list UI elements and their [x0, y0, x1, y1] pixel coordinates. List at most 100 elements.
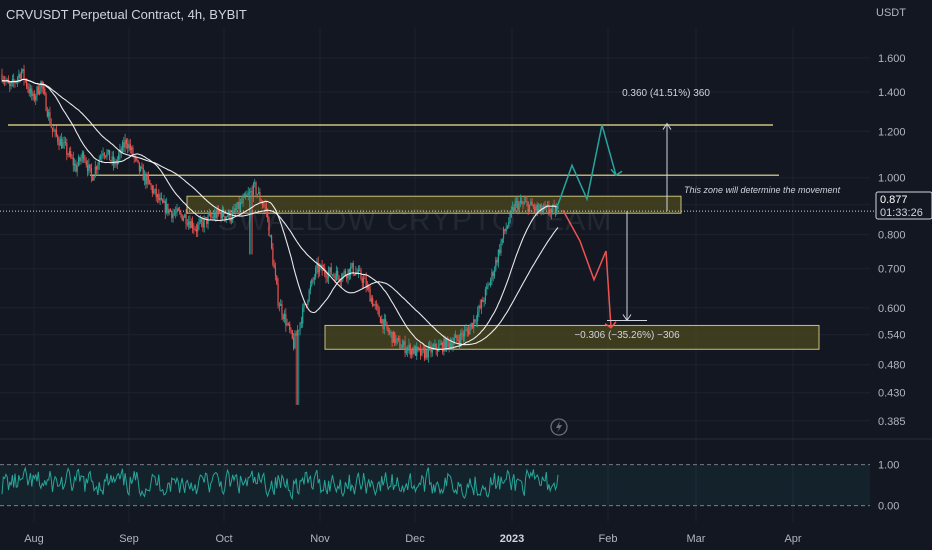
candle-body	[151, 186, 153, 193]
candle-body	[435, 343, 437, 350]
candle-body	[256, 193, 258, 195]
candle-body	[407, 347, 409, 351]
candle-body	[200, 219, 203, 222]
lightning-icon[interactable]	[550, 418, 568, 436]
time-axis[interactable]: Aug Sep Oct Nov Dec 2023 Feb Mar Apr	[24, 533, 802, 545]
candle-body	[57, 135, 59, 142]
candle-body	[72, 157, 74, 166]
candle-body	[239, 202, 242, 210]
candle-body	[189, 221, 191, 228]
candle-body	[372, 298, 374, 307]
candle-body	[260, 200, 262, 203]
candle-body	[46, 110, 48, 117]
candle-body	[465, 329, 467, 331]
candle-body	[64, 141, 67, 144]
candle-body	[79, 157, 81, 162]
candle-body	[105, 155, 107, 157]
candle-body	[70, 151, 72, 157]
candle-body	[357, 269, 360, 274]
candle-body	[300, 322, 302, 324]
candle-body	[470, 323, 472, 328]
candle-body	[500, 242, 502, 253]
candle-body	[431, 346, 433, 353]
up-measure-label: 0.360 (41.51%) 360	[622, 88, 710, 99]
candle-body	[452, 342, 454, 348]
candle-body	[344, 270, 347, 276]
candle-body	[289, 323, 291, 331]
candle-body	[142, 168, 144, 181]
candle-body	[495, 259, 497, 270]
time-tick-label: Apr	[784, 533, 801, 545]
candle-body	[416, 346, 418, 356]
candle-body	[350, 267, 352, 276]
candle-body	[305, 304, 308, 306]
candle-body	[141, 166, 143, 169]
candle-body	[329, 267, 331, 272]
candle-body	[269, 235, 271, 237]
candle-body	[115, 161, 117, 165]
candle-body	[534, 207, 536, 211]
candle-body	[298, 329, 300, 331]
candle-body	[522, 203, 524, 205]
candle-body	[395, 338, 397, 344]
candle-body	[412, 349, 414, 354]
candle-body	[150, 184, 152, 187]
candle-body	[400, 348, 402, 349]
price-axis[interactable]: 1.6001.4001.2001.0000.9000.8000.7000.600…	[878, 53, 906, 513]
candle-body	[278, 305, 280, 307]
candle-body	[88, 164, 90, 172]
candle-body	[541, 209, 544, 212]
candle-body	[193, 228, 195, 230]
candle-body	[295, 333, 297, 336]
candle-body	[131, 147, 133, 150]
candle-body	[101, 155, 103, 157]
candle-body	[455, 335, 457, 338]
candle-body	[216, 209, 218, 219]
candle-body	[552, 205, 554, 210]
candle-body	[263, 204, 265, 206]
price-tick-label: 1.000	[878, 173, 906, 185]
candle-body	[50, 123, 52, 128]
candle-body	[439, 344, 441, 346]
candle-body	[90, 167, 93, 177]
time-tick-label: Oct	[215, 533, 232, 545]
candle-body	[521, 200, 523, 204]
candle-body	[488, 284, 490, 286]
price-tick-label: 1.400	[878, 87, 906, 99]
candle-body	[32, 93, 34, 97]
candle-body	[539, 204, 541, 209]
candle-body	[325, 273, 327, 278]
candle-body	[311, 279, 313, 286]
candle-body	[401, 345, 404, 349]
candle-body	[102, 153, 104, 156]
candle-body	[54, 129, 56, 132]
candle-body	[348, 269, 350, 276]
candle-body	[517, 200, 519, 211]
candle-body	[497, 249, 499, 263]
candle-body	[124, 139, 126, 148]
candle-body	[229, 211, 231, 221]
candle-body	[248, 191, 251, 194]
candle-body	[392, 331, 395, 343]
horizontal-levels	[0, 124, 876, 212]
candle-body	[85, 161, 87, 165]
candle-body	[291, 330, 293, 339]
candle-body	[53, 131, 55, 133]
candle-body	[309, 285, 312, 291]
candle-body	[457, 339, 459, 341]
moving-average-fast	[1, 78, 559, 351]
candle-body	[99, 156, 102, 160]
candle-body	[120, 149, 122, 152]
candle-body	[199, 219, 201, 223]
candle-body	[73, 163, 76, 166]
candle-body	[158, 194, 160, 201]
candle-body	[37, 86, 39, 94]
candle-body	[145, 173, 147, 185]
candle-body	[526, 201, 528, 203]
candle-body	[282, 315, 284, 320]
candle-body	[320, 264, 322, 267]
candle-body	[149, 180, 151, 185]
candle-body	[408, 344, 410, 348]
candle-body	[20, 70, 23, 79]
candle-body	[381, 319, 383, 324]
